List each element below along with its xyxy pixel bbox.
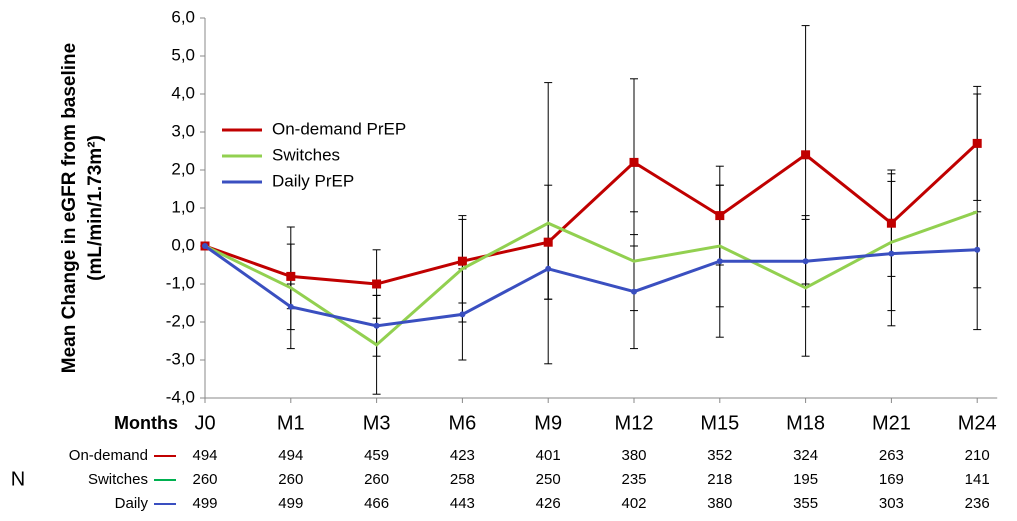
n-value: 260	[278, 471, 303, 488]
n-value: 258	[450, 471, 475, 488]
y-axis-label: Mean Change in eGFR from baseline	[59, 43, 80, 373]
legend-label: Daily PrEP	[272, 171, 354, 190]
n-value: 263	[879, 447, 904, 464]
x-tick-label: M18	[786, 412, 825, 434]
y-tick-label: -4,0	[166, 387, 195, 406]
legend-label: On-demand PrEP	[272, 119, 406, 138]
n-value: 459	[364, 447, 389, 464]
n-value: 499	[192, 495, 217, 512]
marker	[801, 150, 811, 160]
n-value: 195	[793, 471, 818, 488]
x-tick-label: M15	[700, 412, 739, 434]
x-tick-label: J0	[194, 412, 215, 434]
x-axis-label: Months	[114, 413, 178, 433]
x-tick-label: M24	[958, 412, 997, 434]
y-axis-label: (mL/min/1.73m²)	[85, 135, 106, 281]
series-line	[204, 142, 979, 286]
x-tick-label: M12	[615, 412, 654, 434]
marker	[543, 237, 553, 247]
n-row-name: Switches	[88, 471, 148, 488]
marker	[888, 250, 895, 257]
n-value: 250	[536, 471, 561, 488]
n-value: 210	[965, 447, 990, 464]
y-tick-label: 1,0	[171, 197, 195, 216]
legend-label: Switches	[272, 145, 340, 164]
n-value: 236	[965, 495, 990, 512]
marker	[715, 211, 725, 221]
n-value: 260	[364, 471, 389, 488]
n-value: 443	[450, 495, 475, 512]
y-tick-label: 5,0	[171, 45, 195, 64]
marker	[372, 279, 382, 289]
y-tick-label: 6,0	[171, 7, 195, 26]
marker	[286, 271, 296, 281]
n-value: 494	[192, 447, 217, 464]
marker	[373, 322, 380, 329]
n-value: 380	[621, 447, 646, 464]
marker	[631, 288, 637, 295]
n-value: 324	[793, 447, 818, 464]
y-tick-label: 4,0	[171, 83, 195, 102]
marker	[629, 157, 639, 167]
x-tick-label: M21	[872, 412, 911, 434]
n-row-name: On-demand	[69, 447, 148, 464]
x-tick-label: M3	[363, 412, 391, 434]
y-tick-label: -2,0	[166, 311, 195, 330]
n-value: 303	[879, 495, 904, 512]
n-value: 141	[965, 471, 990, 488]
n-value: 260	[192, 471, 217, 488]
n-value: 355	[793, 495, 818, 512]
x-tick-label: M9	[534, 412, 562, 434]
n-value: 494	[278, 447, 303, 464]
marker	[802, 258, 809, 265]
n-row-name: Daily	[115, 495, 149, 512]
x-tick-label: M1	[277, 412, 305, 434]
n-value: 169	[879, 471, 904, 488]
marker	[974, 246, 981, 253]
marker	[886, 218, 896, 228]
marker	[716, 258, 723, 265]
series-line	[204, 244, 978, 328]
n-value: 401	[536, 447, 561, 464]
y-tick-label: -1,0	[166, 273, 195, 292]
n-label: N	[11, 468, 25, 490]
y-tick-label: 0,0	[171, 235, 195, 254]
n-value: 466	[364, 495, 389, 512]
marker	[202, 243, 208, 249]
x-tick-label: M6	[449, 412, 477, 434]
marker	[545, 265, 552, 272]
y-tick-label: 2,0	[171, 159, 195, 178]
y-tick-label: 3,0	[171, 121, 195, 140]
marker	[459, 311, 466, 318]
marker	[287, 303, 294, 310]
n-value: 423	[450, 447, 475, 464]
n-value: 352	[707, 447, 732, 464]
n-value: 499	[278, 495, 303, 512]
marker	[457, 256, 467, 266]
n-value: 402	[621, 495, 646, 512]
n-value: 218	[707, 471, 732, 488]
n-value: 235	[621, 471, 646, 488]
n-value: 380	[707, 495, 732, 512]
y-tick-label: -3,0	[166, 349, 195, 368]
marker	[972, 138, 982, 148]
n-value: 426	[536, 495, 561, 512]
